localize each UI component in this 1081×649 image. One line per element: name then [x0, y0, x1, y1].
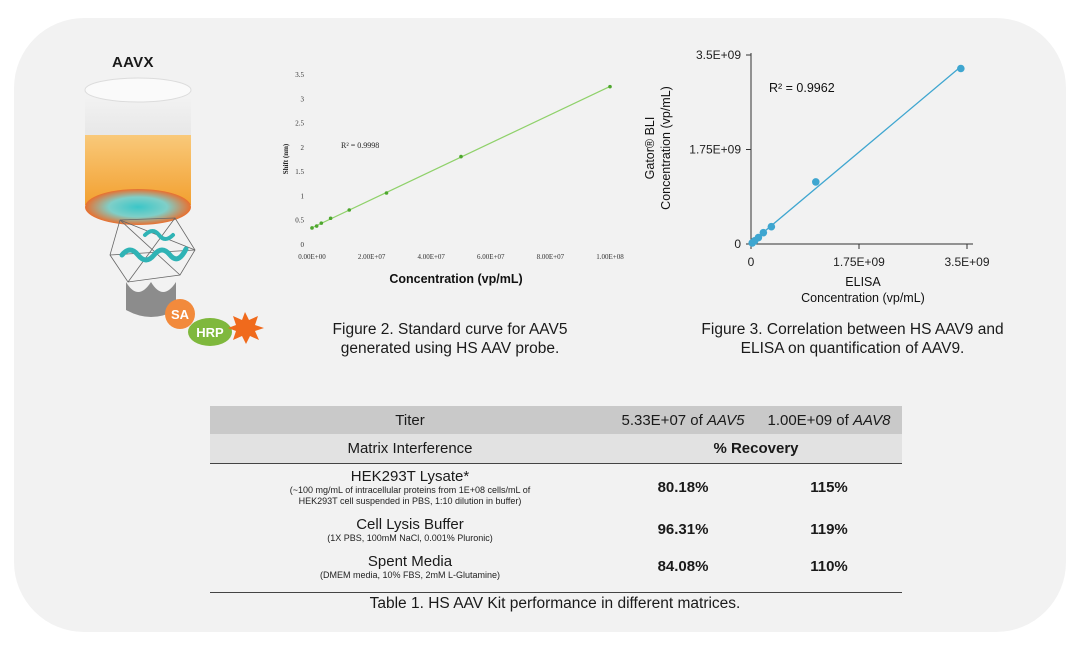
- sa-circle-icon: [165, 299, 195, 329]
- data-point: [767, 222, 776, 231]
- x-tick-label: 6.00E+07: [477, 253, 505, 261]
- y-tick-label: 0: [301, 241, 305, 249]
- data-point: [310, 226, 314, 230]
- y-tick-label: 1.75E+09: [689, 143, 741, 157]
- x-tick-label: 8.00E+07: [537, 253, 565, 261]
- data-point: [319, 221, 324, 225]
- y-tick-label: 0.5: [295, 217, 304, 225]
- row-name: HEK293T Lysate*: [350, 467, 470, 485]
- x-tick-label: 4.00E+07: [417, 253, 445, 261]
- y-tick-label: 1.5: [295, 168, 304, 176]
- row-value-aav8: 110%: [810, 558, 848, 575]
- row-value-aav8: 115%: [810, 478, 848, 496]
- y-tick-label: 3.5E+09: [696, 48, 741, 62]
- trendline: [750, 66, 962, 244]
- y-tick-label: 2: [301, 144, 305, 152]
- x-tick-label: 0.00E+00: [298, 253, 326, 261]
- data-point: [754, 233, 763, 242]
- x-tick-label: 2.00E+07: [358, 253, 386, 261]
- subheader-matrix: Matrix Interference: [210, 434, 610, 463]
- data-point: [328, 216, 333, 221]
- y-tick-label: 0: [734, 237, 741, 251]
- data-point: [314, 224, 319, 228]
- x-axis-label: ELISA: [845, 275, 881, 289]
- figure3-caption: Figure 3. Correlation between HS AAV9 an…: [701, 321, 1004, 357]
- x-axis-label: Concentration (vp/mL): [801, 291, 925, 305]
- hrp-label: HRP: [196, 325, 224, 340]
- row-value-aav5: 96.31%: [657, 521, 709, 538]
- y-axis-label: Concentration (vp/mL): [659, 86, 673, 210]
- table-row: Cell Lysis Buffer (1X PBS, 100mM NaCl, 0…: [210, 511, 902, 548]
- x-axis-label: Concentration (vp/mL): [389, 272, 522, 286]
- probe-title: AAVX: [112, 54, 154, 71]
- data-point: [812, 178, 820, 186]
- data-point: [459, 154, 463, 159]
- x-tick-label: 1.00E+08: [596, 253, 624, 261]
- row-desc: (1X PBS, 100mM NaCl, 0.001% Pluronic): [327, 532, 493, 543]
- row-value-aav8: 119%: [810, 521, 848, 538]
- recovery-table: Titer 5.33E+07 of AAV5 1.00E+09 of AAV8 …: [210, 406, 902, 585]
- y-tick-label: 1: [301, 192, 305, 200]
- row-name: Spent Media: [367, 552, 453, 570]
- y-axis-label: Shift (nm): [282, 143, 290, 174]
- r-squared-annotation: R² = 0.9962: [769, 81, 835, 95]
- y-tick-label: 3.5: [295, 71, 304, 79]
- y-axis-label: Gator® BLI: [643, 117, 657, 180]
- starburst-icon: [228, 312, 264, 344]
- row-value-aav5: 84.08%: [657, 558, 709, 575]
- data-point: [384, 191, 389, 195]
- hrp-ellipse-icon: [188, 318, 232, 346]
- subheader-recovery: % Recovery: [610, 434, 902, 463]
- table-subheader-row: Matrix Interference % Recovery: [210, 434, 902, 463]
- table-row: HEK293T Lysate* (~100 mg/mL of intracell…: [210, 463, 902, 511]
- row-name: Cell Lysis Buffer: [356, 515, 464, 533]
- sa-label: SA: [171, 307, 190, 322]
- header-aav5: 5.33E+07 of AAV5: [610, 406, 756, 434]
- row-value-aav5: 80.18%: [657, 478, 709, 496]
- row-desc: (DMEM media, 10% FBS, 2mM L-Glutamine): [319, 569, 501, 580]
- table-row: Spent Media (DMEM media, 10% FBS, 2mM L-…: [210, 548, 902, 585]
- data-point: [759, 228, 768, 237]
- x-tick-label: 1.75E+09: [833, 255, 885, 269]
- data-point: [608, 84, 612, 89]
- table-caption: Table 1. HS AAV Kit performance in diffe…: [369, 595, 741, 612]
- aavx-probe-illustration: SA HRP: [84, 77, 264, 346]
- table-header-row: Titer 5.33E+07 of AAV5 1.00E+09 of AAV8: [210, 406, 902, 434]
- row-desc: HEK293T cell suspended in PBS, 1:10 dilu…: [298, 495, 522, 506]
- figure2-caption: Figure 2. Standard curve for AAV5 genera…: [332, 321, 568, 357]
- aav-capsid-icon: [109, 217, 196, 283]
- header-titer: Titer: [210, 406, 610, 434]
- row-desc: (~100 mg/mL of intracellular proteins fr…: [289, 484, 531, 495]
- table-divider: [210, 463, 902, 464]
- x-tick-label: 0: [748, 255, 755, 269]
- table-bottom-rule: [210, 592, 902, 593]
- x-tick-label: 3.5E+09: [944, 255, 989, 269]
- header-aav8: 1.00E+09 of AAV8: [756, 406, 902, 434]
- figure3-chart: 0 1.75E+09 3.5E+09 0 1.75E+09 3.5E+09 R² = 0.9…: [643, 48, 990, 305]
- y-tick-label: 2.5: [295, 120, 304, 128]
- data-point: [347, 208, 352, 212]
- figure2-chart: 0 0.5 1 1.5 2 2.5 3 3.5 0.00E+00 2.00E+07 4.00E+07…: [282, 71, 624, 286]
- r-squared-annotation: R² = 0.9998: [341, 141, 379, 150]
- y-tick-label: 3: [301, 95, 305, 103]
- data-point: [957, 64, 965, 73]
